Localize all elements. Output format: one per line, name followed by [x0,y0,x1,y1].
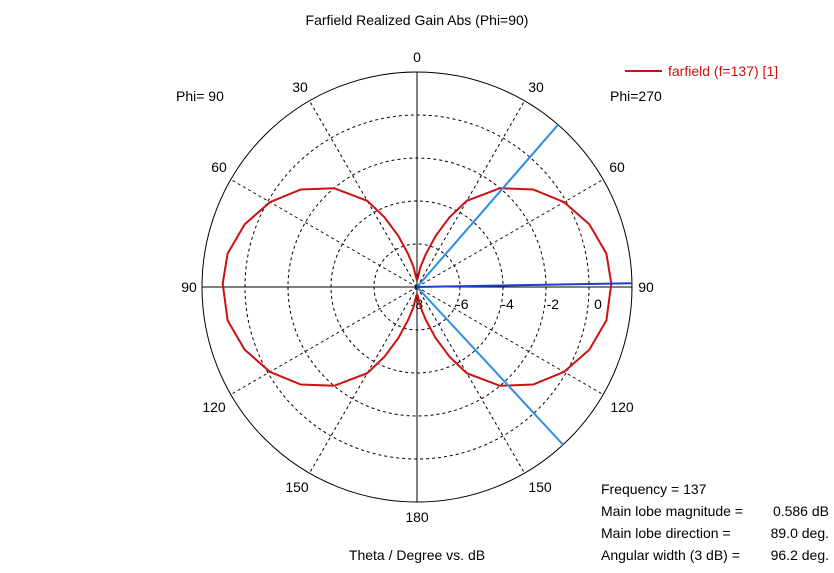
beamwidth-edge-line [416,124,559,288]
magnitude-value: 0.586 dB [772,503,829,519]
x-axis-label: Theta / Degree vs. dB [349,547,485,563]
angle-tick-label: 60 [609,159,625,175]
direction-value: 89.0 deg. [770,525,829,541]
angle-tick-label: 120 [610,399,634,415]
angle-tick-label: 30 [528,79,544,95]
grid-spoke [416,179,604,288]
grid-spoke [416,286,525,474]
angle-tick-label: 30 [292,79,308,95]
angle-tick-label: 90 [181,279,197,295]
angle-tick-label: 60 [211,159,227,175]
magnitude-row: Main lobe magnitude = 0.586 dB [601,500,831,522]
width-row: Angular width (3 dB) = 96.2 deg. [601,544,831,566]
width-value: 96.2 deg. [770,547,829,563]
direction-label: Main lobe direction = [601,525,731,541]
frequency-row: Frequency = 137 [601,478,831,500]
width-label: Angular width (3 dB) = [601,547,740,563]
radial-tick-label: 0 [594,296,602,312]
chart-title: Farfield Realized Gain Abs (Phi=90) [306,12,529,28]
results-panel: Frequency = 137 Main lobe magnitude = 0.… [601,478,831,566]
angle-tick-label: 150 [285,479,309,495]
angle-tick-labels: 0 30 30 60 60 90 90 120 120 150 150 180 [181,49,654,525]
farfield-curve-left [221,187,418,387]
angle-tick-label: 150 [528,479,552,495]
beamwidth-edge-line [416,286,564,446]
phi-right-label: Phi=270 [610,88,662,104]
grid-spoke [230,286,418,395]
radial-tick-label: -2 [547,296,560,312]
radial-tick-label: -4 [501,296,514,312]
radial-tick-labels: -8 -6 -4 -2 0 [411,296,602,312]
angle-tick-label: 0 [413,49,421,65]
grid-spoke [416,100,525,288]
grid-spoke [309,286,418,474]
frequency-label: Frequency = 137 [601,481,707,497]
angle-tick-label: 90 [638,279,654,295]
grid-spoke [230,179,418,288]
angle-tick-label: 180 [405,509,429,525]
series-group [221,124,632,446]
direction-row: Main lobe direction = 89.0 deg. [601,522,831,544]
grid-spoke [309,100,418,288]
outer-ring [201,71,633,503]
radial-tick-label: -6 [456,296,469,312]
angle-tick-label: 120 [202,399,226,415]
main-lobe-line [416,282,632,288]
legend: farfield (f=137) [1] [625,63,778,79]
legend-label: farfield (f=137) [1] [668,63,778,79]
phi-left-label: Phi= 90 [176,88,224,104]
magnitude-label: Main lobe magnitude = [601,503,744,519]
